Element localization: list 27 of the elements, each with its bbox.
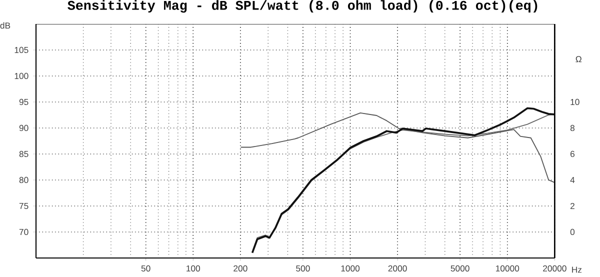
y-axis-title: dB: [0, 22, 10, 29]
chart-title: Sensitivity Mag - dB SPL/watt (8.0 ohm load) (0.16 oct)(eq): [68, 0, 538, 13]
x-tick-label: 50: [141, 265, 150, 272]
y-tick-label: 85: [19, 150, 28, 158]
y2-tick-label: 8: [570, 124, 574, 132]
x-axis-title: Hz: [572, 266, 582, 273]
y2-tick-label: 0: [570, 228, 575, 236]
y-tick-label: 100: [14, 72, 28, 80]
y2-axis-title: Ω: [576, 56, 582, 62]
x-tick-label: 2000: [388, 265, 407, 272]
x-tick-label: 500: [296, 265, 310, 272]
x-tick-label: 5000: [450, 265, 470, 272]
x-tick-label: 200: [234, 265, 248, 272]
y2-tick-label: 6: [570, 150, 574, 158]
y2-tick-label: 10: [570, 98, 580, 106]
y-tick-label: 80: [19, 176, 28, 184]
x-tick-label: 10000: [496, 265, 520, 272]
y-tick-label: 105: [14, 46, 28, 54]
y-tick-label: 95: [19, 98, 28, 106]
x-tick-label: 1000: [341, 265, 360, 272]
y2-tick-label: 2: [570, 202, 574, 210]
y-tick-label: 75: [19, 202, 28, 210]
y2-tick-label: 4: [570, 177, 575, 183]
x-tick-label: 100: [186, 265, 200, 272]
y-tick-label: 90: [19, 124, 28, 132]
x-tick-label: 20000: [543, 265, 566, 272]
y-tick-label: 70: [19, 228, 28, 236]
